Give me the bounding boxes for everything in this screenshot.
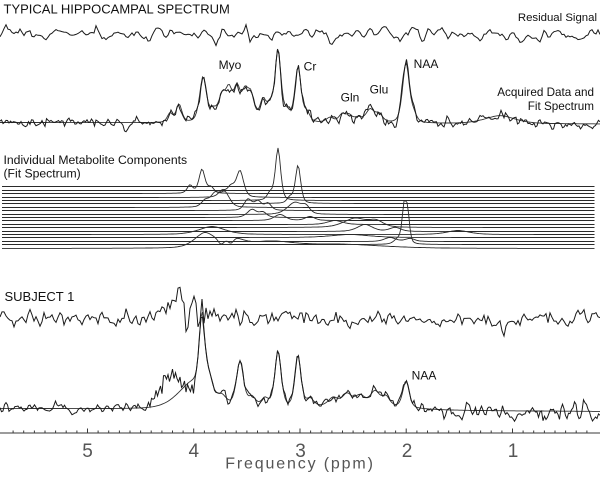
- svg-text:Frequency (ppm): Frequency (ppm): [225, 456, 375, 473]
- svg-text:Cr: Cr: [304, 60, 317, 74]
- svg-text:Fit Spectrum: Fit Spectrum: [528, 100, 594, 113]
- svg-text:NAA: NAA: [412, 369, 437, 383]
- svg-text:Residual Signal: Residual Signal: [518, 12, 597, 24]
- svg-text:Gln: Gln: [341, 90, 360, 104]
- svg-text:5: 5: [82, 441, 93, 462]
- svg-text:TYPICAL HIPPOCAMPAL SPECTRUM: TYPICAL HIPPOCAMPAL SPECTRUM: [4, 2, 230, 17]
- svg-text:NAA: NAA: [414, 57, 439, 71]
- svg-text:Myo: Myo: [219, 58, 242, 72]
- svg-text:Glu: Glu: [370, 82, 389, 96]
- svg-text:Individual Metabolite Componen: Individual Metabolite Components: [4, 153, 188, 167]
- svg-text:3: 3: [295, 441, 306, 462]
- svg-text:Acquired Data and: Acquired Data and: [497, 86, 594, 99]
- svg-text:SUBJECT 1: SUBJECT 1: [5, 289, 75, 304]
- svg-text:4: 4: [188, 441, 199, 462]
- svg-text:2: 2: [402, 441, 413, 462]
- svg-text:(Fit Spectrum): (Fit Spectrum): [4, 167, 81, 181]
- svg-text:1: 1: [508, 441, 519, 462]
